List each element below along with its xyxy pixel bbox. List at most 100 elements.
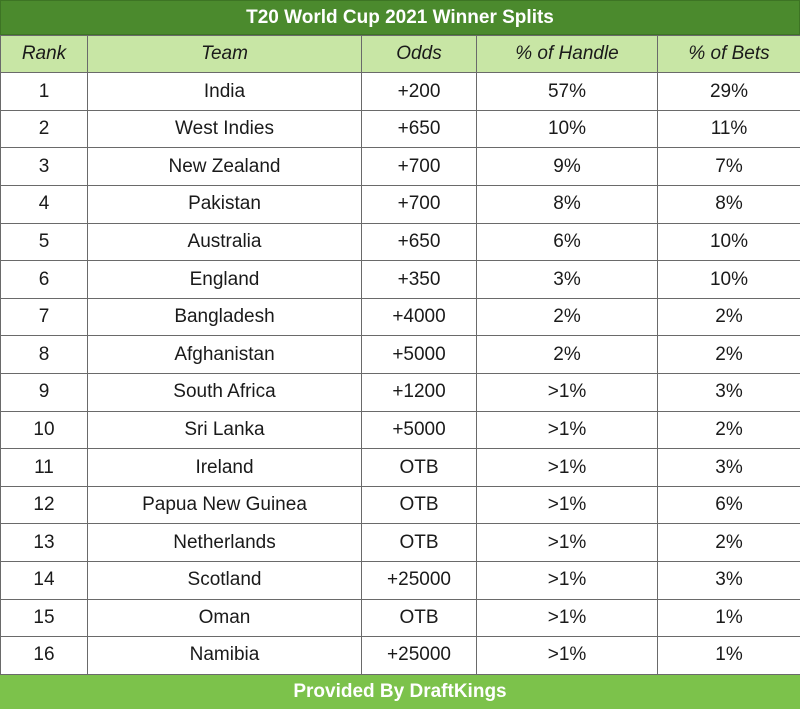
odds-cell: +350 xyxy=(361,260,477,299)
table-row: 7 Bangladesh +4000 2% 2% xyxy=(0,297,800,337)
team-cell: South Africa xyxy=(87,373,362,412)
table-row: 15 Oman OTB >1% 1% xyxy=(0,598,800,638)
table-row: 11 Ireland OTB >1% 3% xyxy=(0,448,800,487)
odds-cell: +1200 xyxy=(361,373,477,412)
bets-cell: 2% xyxy=(657,410,800,450)
odds-cell: +25000 xyxy=(361,636,477,675)
column-header-handle: % of Handle xyxy=(476,35,658,74)
odds-cell: OTB xyxy=(361,523,477,562)
header-row: Rank Team Odds % of Handle % of Bets xyxy=(0,35,800,74)
handle-cell: >1% xyxy=(476,448,658,487)
rank-cell: 13 xyxy=(0,523,88,562)
odds-cell: +700 xyxy=(361,147,477,187)
rank-cell: 11 xyxy=(0,448,88,487)
bets-cell: 2% xyxy=(657,523,800,562)
team-cell: West Indies xyxy=(87,109,362,149)
bets-cell: 11% xyxy=(657,109,800,149)
team-cell: Afghanistan xyxy=(87,335,362,375)
odds-cell: OTB xyxy=(361,485,477,525)
rank-cell: 6 xyxy=(0,260,88,299)
handle-cell: >1% xyxy=(476,523,658,562)
table-row: 12 Papua New Guinea OTB >1% 6% xyxy=(0,485,800,525)
table-row: 6 England +350 3% 10% xyxy=(0,260,800,299)
handle-cell: 2% xyxy=(476,297,658,337)
rank-cell: 10 xyxy=(0,410,88,450)
bets-cell: 10% xyxy=(657,260,800,299)
bets-cell: 3% xyxy=(657,448,800,487)
table-row: 13 Netherlands OTB >1% 2% xyxy=(0,523,800,562)
bets-cell: 7% xyxy=(657,147,800,187)
team-cell: Sri Lanka xyxy=(87,410,362,450)
team-cell: Papua New Guinea xyxy=(87,485,362,525)
team-cell: Namibia xyxy=(87,636,362,675)
team-cell: Australia xyxy=(87,222,362,262)
handle-cell: >1% xyxy=(476,373,658,412)
rank-cell: 4 xyxy=(0,185,88,224)
odds-cell: +650 xyxy=(361,109,477,149)
table-row: 3 New Zealand +700 9% 7% xyxy=(0,147,800,187)
handle-cell: >1% xyxy=(476,636,658,675)
odds-cell: +4000 xyxy=(361,297,477,337)
rank-cell: 9 xyxy=(0,373,88,412)
odds-cell: +5000 xyxy=(361,410,477,450)
column-header-team: Team xyxy=(87,35,362,74)
bets-cell: 3% xyxy=(657,373,800,412)
rank-cell: 8 xyxy=(0,335,88,375)
handle-cell: 3% xyxy=(476,260,658,299)
table-row: 8 Afghanistan +5000 2% 2% xyxy=(0,335,800,375)
rank-cell: 3 xyxy=(0,147,88,187)
team-cell: Bangladesh xyxy=(87,297,362,337)
bets-cell: 29% xyxy=(657,72,800,111)
handle-cell: 8% xyxy=(476,185,658,224)
bets-cell: 6% xyxy=(657,485,800,525)
rank-cell: 16 xyxy=(0,636,88,675)
table-row: 5 Australia +650 6% 10% xyxy=(0,222,800,262)
bets-cell: 3% xyxy=(657,560,800,600)
table-row: 2 West Indies +650 10% 11% xyxy=(0,109,800,149)
odds-cell: +650 xyxy=(361,222,477,262)
handle-cell: 2% xyxy=(476,335,658,375)
team-cell: India xyxy=(87,72,362,111)
odds-cell: OTB xyxy=(361,598,477,638)
column-header-rank: Rank xyxy=(0,35,88,74)
team-cell: Ireland xyxy=(87,448,362,487)
team-cell: Pakistan xyxy=(87,185,362,224)
handle-cell: >1% xyxy=(476,560,658,600)
bets-cell: 2% xyxy=(657,297,800,337)
rank-cell: 15 xyxy=(0,598,88,638)
bets-cell: 2% xyxy=(657,335,800,375)
table-title: T20 World Cup 2021 Winner Splits xyxy=(0,0,800,36)
odds-cell: OTB xyxy=(361,448,477,487)
table-row: 14 Scotland +25000 >1% 3% xyxy=(0,560,800,600)
column-header-odds: Odds xyxy=(361,35,477,74)
team-cell: Oman xyxy=(87,598,362,638)
team-cell: Scotland xyxy=(87,560,362,600)
bets-cell: 8% xyxy=(657,185,800,224)
handle-cell: >1% xyxy=(476,410,658,450)
odds-cell: +200 xyxy=(361,72,477,111)
team-cell: England xyxy=(87,260,362,299)
handle-cell: >1% xyxy=(476,598,658,638)
handle-cell: 9% xyxy=(476,147,658,187)
handle-cell: 10% xyxy=(476,109,658,149)
handle-cell: 57% xyxy=(476,72,658,111)
table-row: 16 Namibia +25000 >1% 1% xyxy=(0,636,800,675)
odds-cell: +25000 xyxy=(361,560,477,600)
table-row: 10 Sri Lanka +5000 >1% 2% xyxy=(0,410,800,450)
odds-cell: +5000 xyxy=(361,335,477,375)
rank-cell: 1 xyxy=(0,72,88,111)
rank-cell: 2 xyxy=(0,109,88,149)
bets-cell: 1% xyxy=(657,636,800,675)
table-row: 9 South Africa +1200 >1% 3% xyxy=(0,373,800,412)
winner-splits-table: Rank Team Odds % of Handle % of Bets 1 I… xyxy=(0,35,800,675)
bets-cell: 1% xyxy=(657,598,800,638)
odds-cell: +700 xyxy=(361,185,477,224)
rank-cell: 7 xyxy=(0,297,88,337)
provider-footer: Provided By DraftKings xyxy=(0,674,800,709)
team-cell: New Zealand xyxy=(87,147,362,187)
rank-cell: 12 xyxy=(0,485,88,525)
team-cell: Netherlands xyxy=(87,523,362,562)
rank-cell: 14 xyxy=(0,560,88,600)
handle-cell: >1% xyxy=(476,485,658,525)
